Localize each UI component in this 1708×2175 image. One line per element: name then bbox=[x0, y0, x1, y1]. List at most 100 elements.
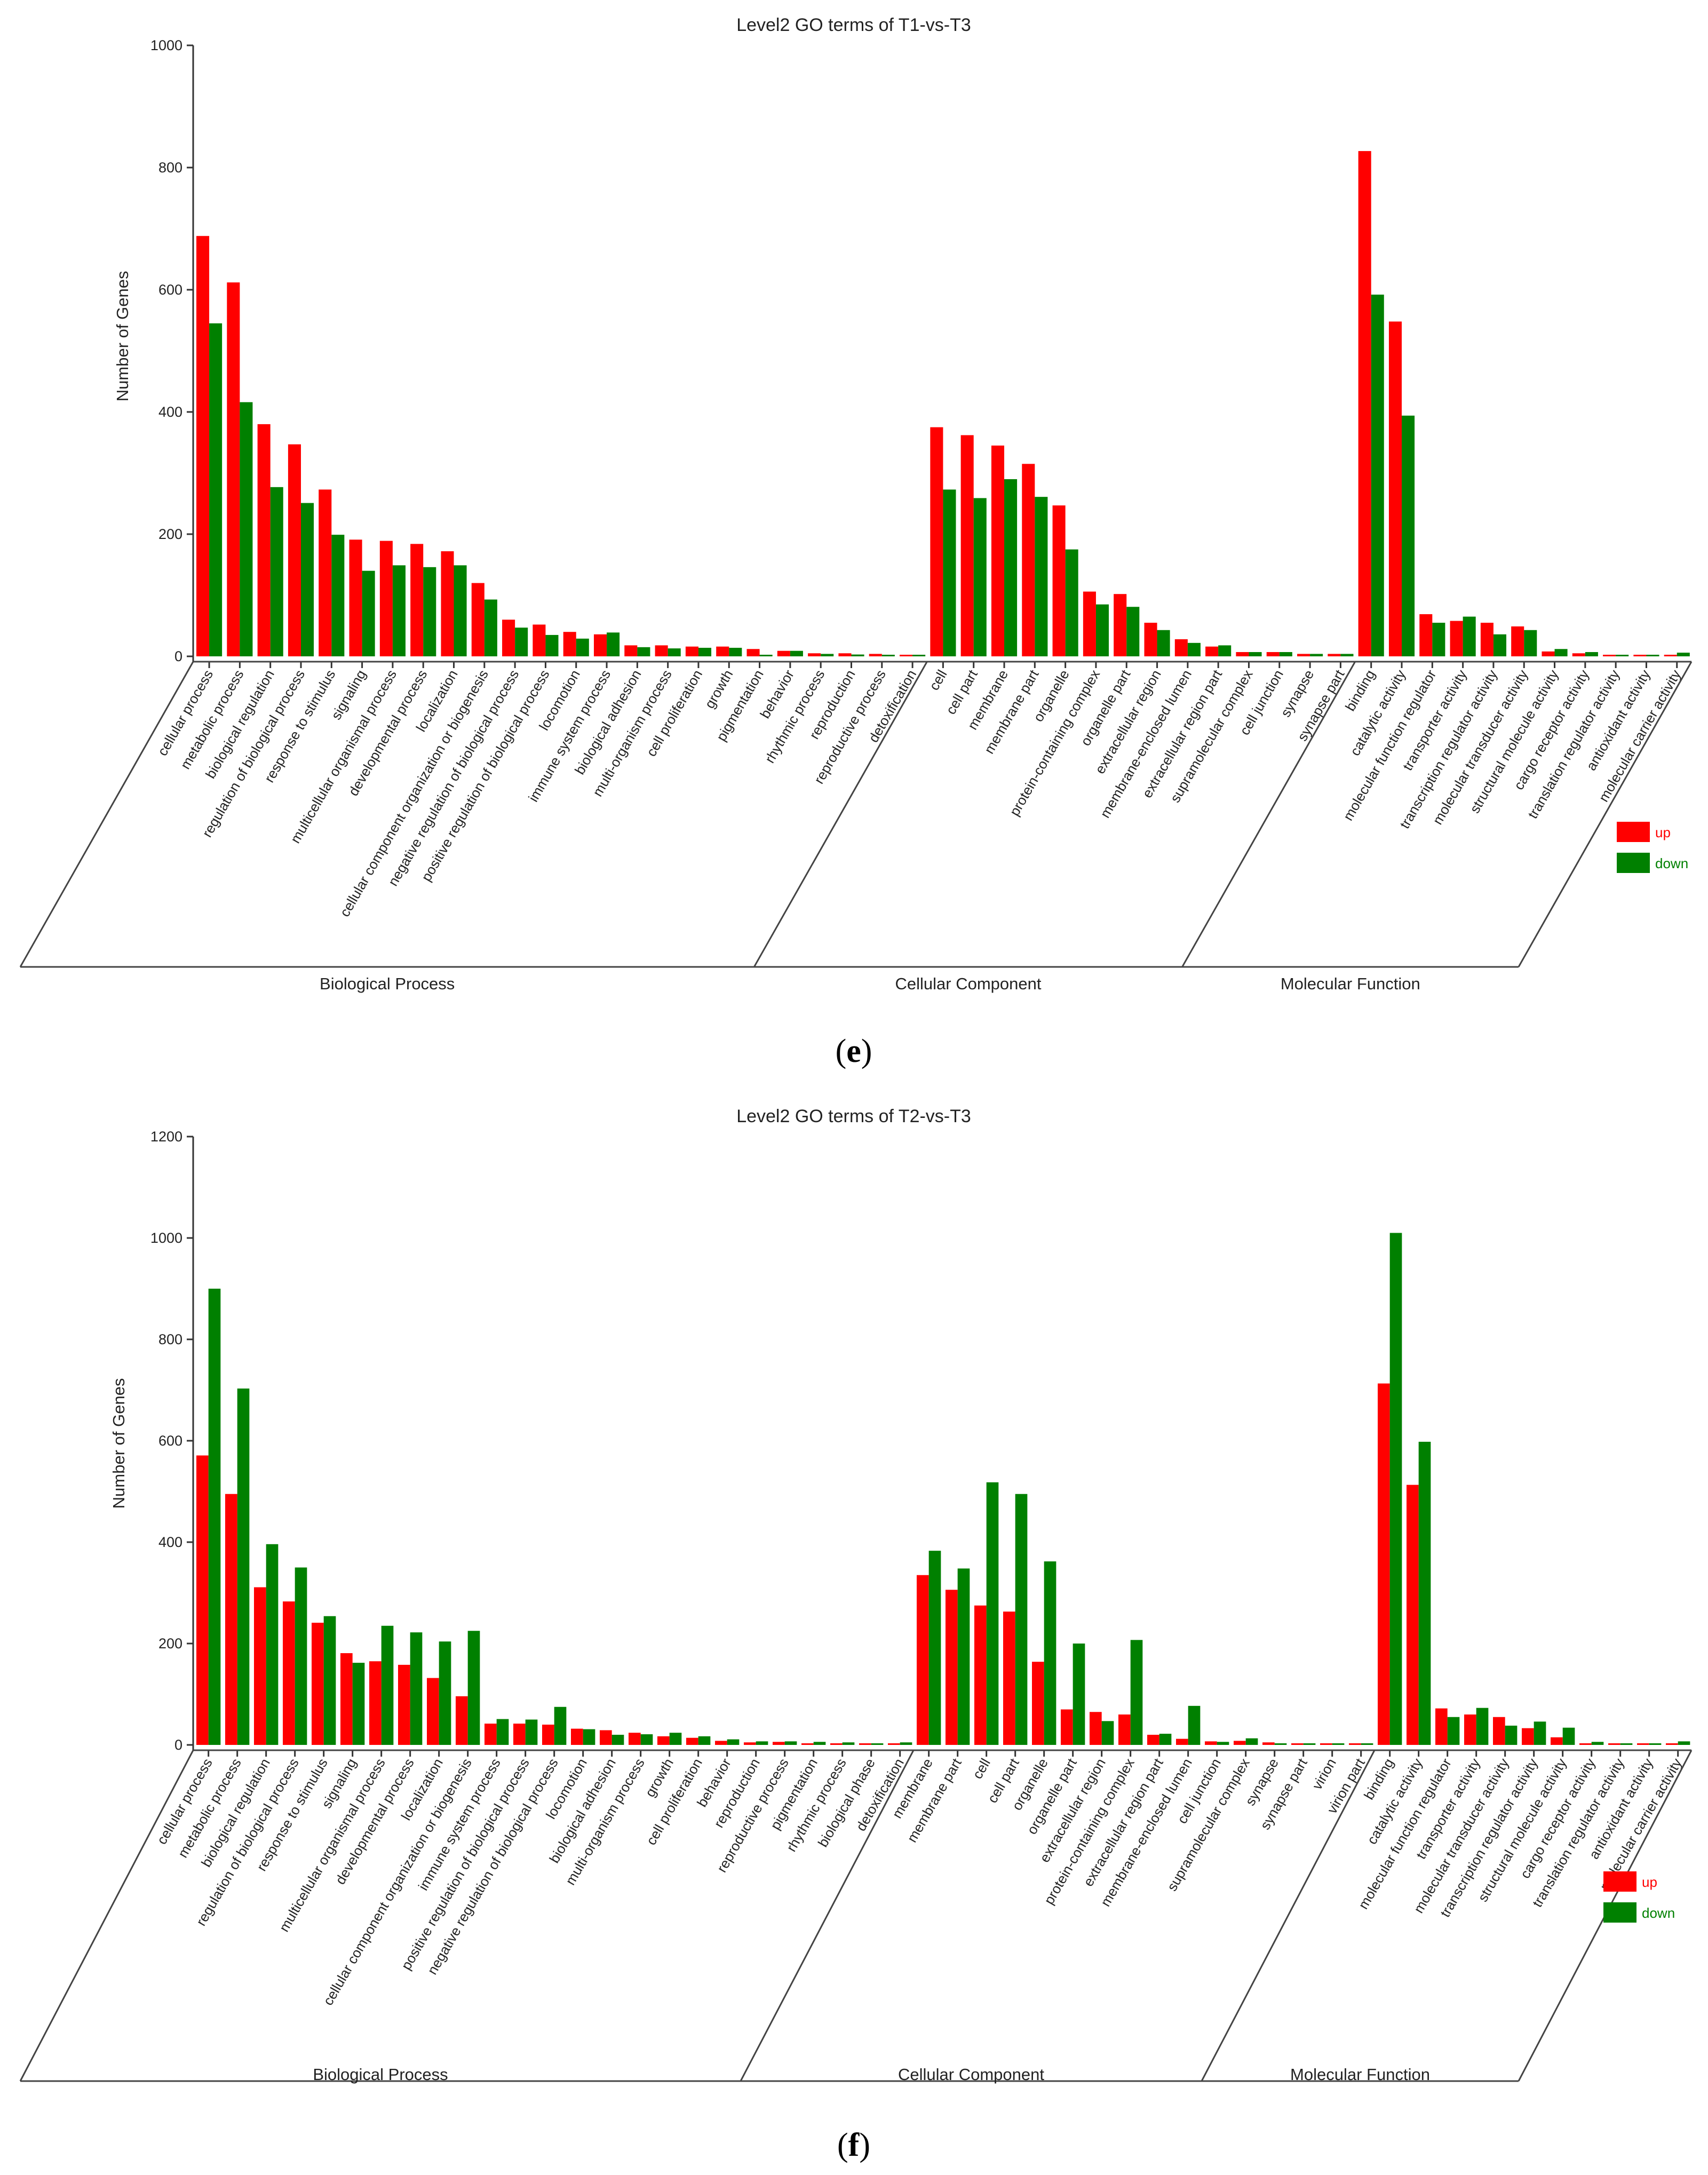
bar-down bbox=[423, 567, 436, 656]
bar-up bbox=[1378, 1383, 1390, 1745]
group-label: Biological Process bbox=[320, 974, 455, 993]
bar-up bbox=[1061, 1709, 1073, 1745]
bar-up bbox=[869, 654, 882, 656]
bar-down bbox=[1505, 1725, 1518, 1745]
bar-up bbox=[1579, 1743, 1592, 1745]
y-tick-label: 600 bbox=[158, 282, 182, 298]
bar-down bbox=[640, 1734, 653, 1745]
bar-up bbox=[930, 427, 943, 656]
bar-up bbox=[1234, 1741, 1246, 1745]
bar-down bbox=[525, 1719, 538, 1745]
bar-up bbox=[1174, 639, 1188, 656]
bar-down bbox=[1524, 630, 1537, 656]
bar-up bbox=[1464, 1714, 1476, 1745]
bar-down bbox=[300, 503, 314, 656]
y-tick-label: 0 bbox=[174, 648, 182, 664]
x-tick-label: virion bbox=[1309, 1756, 1339, 1792]
bar-down bbox=[729, 647, 742, 656]
bar-up bbox=[369, 1661, 382, 1745]
bar-up bbox=[1664, 655, 1677, 656]
bar-down bbox=[1249, 652, 1262, 656]
bar-down bbox=[295, 1567, 307, 1745]
group-separator bbox=[753, 661, 928, 967]
bar-down bbox=[496, 1719, 509, 1745]
y-tick-label: 400 bbox=[158, 404, 182, 420]
bar-down bbox=[1591, 1742, 1604, 1745]
bar-down bbox=[1310, 654, 1323, 656]
bar-up bbox=[1637, 1743, 1649, 1745]
bar-down bbox=[698, 1736, 711, 1745]
bar-up bbox=[1291, 1743, 1304, 1745]
bar-down bbox=[1493, 634, 1506, 656]
bar-up bbox=[288, 444, 301, 656]
bar-up bbox=[1450, 621, 1463, 656]
bar-up bbox=[542, 1725, 554, 1745]
bar-down bbox=[943, 489, 956, 656]
bar-down bbox=[756, 1741, 768, 1745]
panel-letter: e bbox=[846, 1033, 861, 1069]
bar-up bbox=[1176, 1739, 1188, 1745]
legend-swatch-up bbox=[1617, 822, 1650, 842]
bar-down bbox=[1095, 604, 1109, 656]
bar-up bbox=[1118, 1714, 1131, 1745]
group-separator bbox=[1518, 661, 1693, 967]
bar-down bbox=[790, 650, 803, 656]
bar-up bbox=[471, 583, 484, 656]
bar-down bbox=[1274, 1743, 1287, 1745]
chart-title: Level2 GO terms of T1-vs-T3 bbox=[736, 15, 971, 35]
bar-up bbox=[1144, 623, 1157, 656]
bar-up bbox=[946, 1590, 958, 1745]
bar-up bbox=[398, 1664, 410, 1745]
bar-down bbox=[1677, 653, 1690, 656]
bar-down bbox=[1187, 642, 1201, 656]
bar-up bbox=[655, 645, 668, 656]
bar-down bbox=[484, 599, 497, 656]
bar-up bbox=[227, 282, 240, 656]
bar-up bbox=[1407, 1485, 1419, 1745]
bar-down bbox=[266, 1544, 279, 1745]
bar-down bbox=[323, 1616, 336, 1745]
bar-up bbox=[319, 489, 332, 656]
group-label: Cellular Component bbox=[898, 2065, 1044, 2084]
bar-up bbox=[1205, 646, 1219, 656]
legend-label-down: down bbox=[1642, 1905, 1675, 1921]
bar-down bbox=[1004, 479, 1018, 656]
bar-down bbox=[1418, 1441, 1431, 1745]
bar-down bbox=[1188, 1705, 1201, 1745]
bar-up bbox=[349, 539, 362, 656]
bar-up bbox=[502, 620, 515, 656]
bar-down bbox=[928, 1551, 941, 1745]
bar-down bbox=[957, 1568, 970, 1745]
bar-down bbox=[1389, 1233, 1402, 1745]
bar-up bbox=[1633, 655, 1647, 656]
bar-up bbox=[571, 1728, 583, 1745]
bar-up bbox=[1419, 614, 1433, 656]
bar-up bbox=[716, 646, 729, 656]
bar-down bbox=[1585, 652, 1598, 656]
bar-down bbox=[554, 1706, 567, 1745]
bar-down bbox=[583, 1729, 595, 1745]
bar-up bbox=[1090, 1712, 1102, 1745]
bar-down bbox=[1218, 645, 1232, 656]
bar-up bbox=[629, 1733, 641, 1745]
panel-letter: f bbox=[848, 2127, 860, 2163]
bar-up bbox=[888, 1743, 900, 1745]
bar-down bbox=[821, 654, 834, 656]
bar-up bbox=[1022, 464, 1035, 656]
bar-down bbox=[1463, 616, 1476, 656]
bar-down bbox=[454, 565, 467, 656]
bar-down bbox=[813, 1742, 826, 1745]
y-tick-label: 600 bbox=[158, 1433, 182, 1449]
bar-down bbox=[1402, 415, 1415, 656]
bar-down bbox=[1217, 1742, 1229, 1745]
group-separator bbox=[1201, 1750, 1376, 2082]
bar-down bbox=[1044, 1561, 1056, 1745]
bar-down bbox=[331, 535, 345, 656]
bar-down bbox=[1432, 623, 1445, 656]
bar-up bbox=[379, 541, 393, 656]
bar-up bbox=[1551, 1737, 1563, 1745]
bar-up bbox=[1542, 651, 1555, 656]
bar-up bbox=[773, 1742, 785, 1745]
bar-up bbox=[1572, 653, 1585, 656]
bar-down bbox=[410, 1632, 423, 1745]
